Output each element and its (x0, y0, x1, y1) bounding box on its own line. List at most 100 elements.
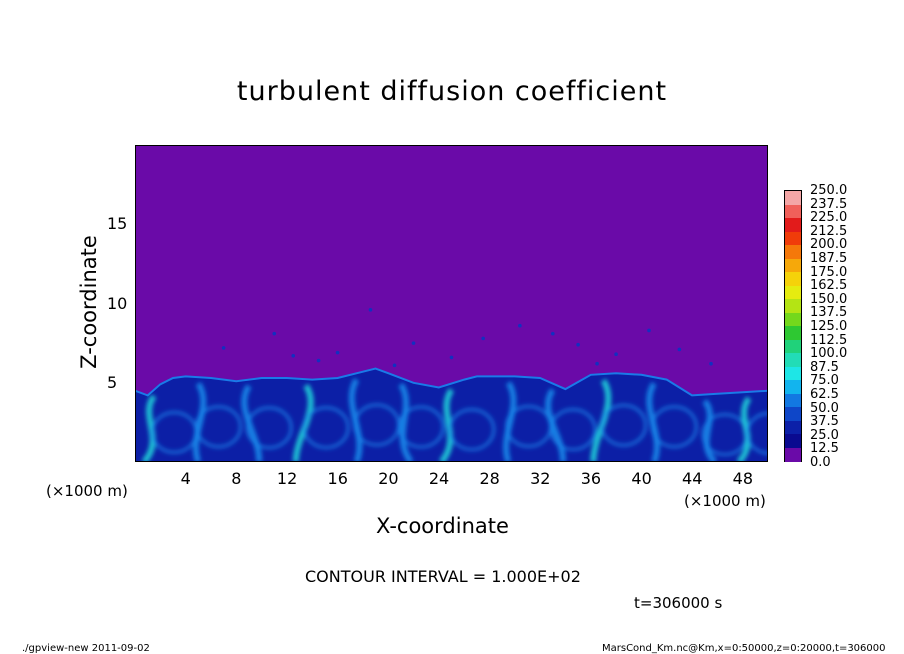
colorbar-tick-label: 225.0 (810, 210, 848, 226)
colorbar-segment (785, 434, 801, 448)
colorbar-tick-label: 137.5 (810, 305, 848, 321)
colorbar-segment (785, 191, 801, 205)
heatmap-plot-area (135, 145, 768, 462)
isolated-cells (221, 308, 713, 368)
colorbar-segment (785, 218, 801, 232)
y-axis-label: Z-coordinate (77, 235, 101, 369)
isolated-cell (518, 323, 522, 328)
colorbar-tick-label: 212.5 (810, 223, 848, 239)
plume-streak (438, 388, 455, 462)
turbulent-plumes (141, 378, 768, 462)
colorbar-segment (785, 326, 801, 340)
x-tick-label: 32 (530, 469, 551, 488)
eddy-ring (397, 405, 445, 449)
colorbar-segment (785, 366, 801, 381)
isolated-cell (335, 350, 340, 355)
colorbar-segment (785, 258, 801, 273)
plume-streak (398, 382, 414, 462)
colorbar-tick-label: 200.0 (810, 237, 848, 253)
x-tick-label: 16 (327, 469, 348, 488)
colorbar-segment (785, 299, 801, 313)
colorbar-segment (785, 204, 801, 219)
colorbar-tick-label: 125.0 (810, 319, 848, 334)
y-tick-label: 10 (107, 293, 128, 313)
isolated-cell (595, 361, 599, 366)
eddy-ring (245, 406, 293, 450)
colorbar-tick-label: 12.5 (810, 441, 839, 457)
isolated-cell (647, 328, 651, 333)
plume-streak (702, 399, 718, 462)
isolated-cell (709, 361, 713, 366)
x-unit-label-right: (×1000 m) (684, 492, 766, 510)
x-tick-label: 8 (231, 469, 242, 488)
colorbar-tick-label: 162.5 (810, 278, 848, 294)
x-tick-label: 4 (180, 469, 191, 488)
isolated-cell (576, 342, 580, 347)
colorbar-segment (785, 447, 801, 462)
isolated-cell (614, 352, 618, 357)
isolated-cell (221, 346, 226, 350)
colorbar-tick-label: 100.0 (810, 346, 848, 362)
x-tick-label: 48 (732, 469, 754, 488)
colorbar-segment (785, 407, 801, 421)
colorbar-tick-label: 150.0 (810, 291, 848, 307)
isolated-cell (677, 347, 682, 352)
colorbar-segment (785, 420, 801, 435)
eddy-ring (302, 406, 350, 450)
x-axis-label: X-coordinate (376, 514, 509, 538)
isolated-cell (411, 341, 416, 345)
colorbar-tick-label: 62.5 (810, 387, 839, 402)
colorbar-tick-label: 250.0 (810, 183, 848, 198)
isolated-cell (368, 308, 373, 312)
x-tick-label: 12 (276, 469, 298, 488)
footer-left-text: ./gpview-new 2011-09-02 (22, 643, 150, 654)
colorbar-segment (785, 272, 801, 286)
colorbar-tick-label: 112.5 (810, 332, 848, 348)
colorbar-segment (785, 245, 801, 259)
x-unit-label-left: (×1000 m) (46, 482, 128, 500)
eddy-ring (745, 411, 768, 455)
colorbar-tick-label: 0.0 (810, 455, 831, 470)
isolated-cell (449, 355, 454, 360)
x-tick-label: 36 (580, 469, 602, 488)
x-tick-label: 20 (378, 469, 399, 488)
x-tick-label: 44 (682, 469, 703, 488)
eddy-ring (549, 408, 597, 452)
footer-right-text: MarsCond_Km.nc@Km,x=0:50000,z=0:20000,t=… (602, 643, 886, 654)
contour-interval-text: CONTOUR INTERVAL = 1.000E+02 (305, 567, 581, 586)
colorbar-tick-label: 87.5 (810, 359, 839, 375)
isolated-cell (272, 331, 277, 336)
colorbar-tick-label: 75.0 (810, 373, 839, 389)
colorbar (784, 190, 802, 462)
eddy-ring (650, 405, 698, 449)
colorbar-tick-label: 187.5 (810, 251, 848, 266)
isolated-cell (550, 331, 555, 336)
x-tick-label: 40 (631, 469, 652, 488)
chart-title: turbulent diffusion coefficient (236, 76, 668, 107)
colorbar-segment (785, 339, 801, 354)
isolated-cell (291, 354, 296, 358)
time-label: t=306000 s (634, 594, 723, 612)
plume-streak (503, 381, 517, 462)
plume-streak (292, 383, 314, 462)
x-tick-label: 28 (479, 469, 500, 488)
colorbar-segment (785, 353, 801, 367)
colorbar-segment (785, 393, 801, 408)
colorbar-tick-label: 237.5 (810, 196, 848, 212)
colorbar-segment (785, 285, 801, 300)
colorbar-segment (785, 231, 801, 246)
isolated-cell (481, 336, 485, 341)
colorbar-segment (785, 380, 801, 394)
y-tick-label: 5 (107, 372, 118, 392)
colorbar-tick-label: 37.5 (810, 414, 839, 430)
colorbar-tick-label: 25.0 (810, 427, 839, 443)
plume-streak (192, 381, 207, 462)
colorbar-segment (785, 312, 801, 327)
eddy-ring (195, 405, 243, 449)
isolated-cell (316, 358, 321, 363)
eddy-ring (448, 408, 496, 452)
colorbar-tick-label: 50.0 (810, 400, 839, 416)
x-tick-label: 24 (428, 469, 450, 488)
isolated-cell (392, 363, 397, 368)
y-tick-label: 15 (107, 214, 128, 234)
